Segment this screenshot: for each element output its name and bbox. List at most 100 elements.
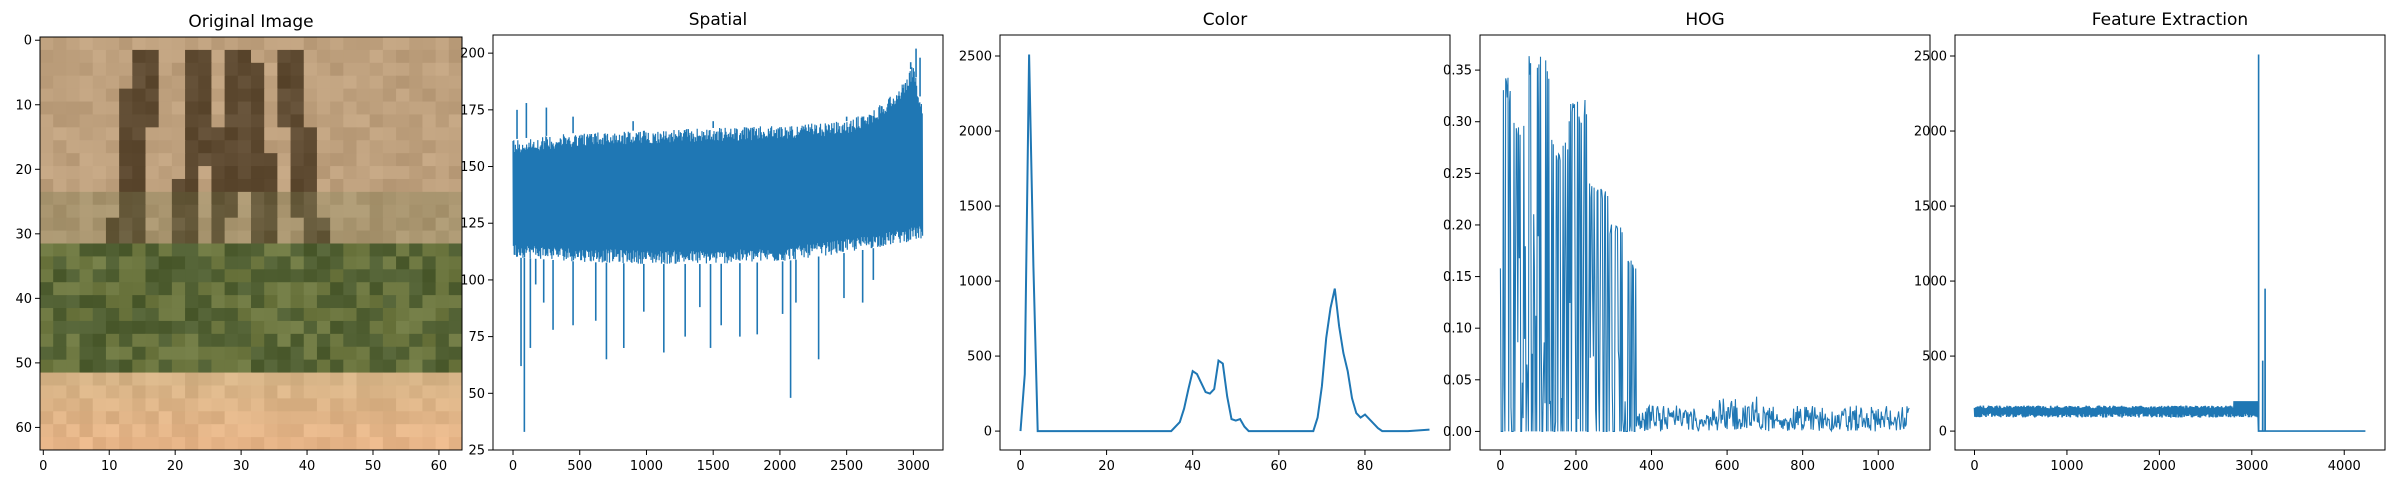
image-pixel <box>356 372 371 387</box>
image-pixel <box>66 178 81 193</box>
image-pixel <box>105 359 120 374</box>
image-pixel <box>435 308 450 322</box>
image-pixel <box>40 140 54 154</box>
image-pixel <box>251 269 265 283</box>
image-pixel <box>409 282 424 296</box>
image-pixel <box>409 140 424 154</box>
image-pixel <box>105 424 120 438</box>
image-pixel <box>53 308 67 322</box>
image-pixel <box>198 178 213 193</box>
image-pixel <box>53 256 67 270</box>
image-pixel <box>211 385 226 399</box>
image-pixel <box>211 411 226 425</box>
image-pixel <box>171 437 186 450</box>
image-pixel <box>158 114 173 128</box>
image-pixel <box>251 308 265 322</box>
image-pixel <box>92 140 107 154</box>
image-pixel <box>303 333 318 348</box>
y-tick-label: 1500 <box>1914 200 1947 215</box>
image-pixel <box>290 75 305 90</box>
image-pixel <box>290 217 305 232</box>
image-pixel <box>211 127 226 141</box>
x-tick-label: 0 <box>509 459 517 474</box>
image-pixel <box>224 359 239 374</box>
image-pixel <box>132 191 147 206</box>
image-pixel <box>409 437 424 450</box>
subplot-1: Spatial 0 500 1000 1500 2000 2500 3000 25 50 75 100… <box>460 10 944 474</box>
image-pixel <box>92 372 107 387</box>
image-pixel <box>132 114 147 128</box>
image-pixel <box>277 49 292 64</box>
image-pixel <box>224 398 239 412</box>
image-pixel <box>303 178 318 193</box>
image-pixel <box>330 359 344 374</box>
image-pixel <box>198 127 213 141</box>
image-pixel <box>435 437 450 450</box>
image-pixel <box>171 282 186 296</box>
image-pixel <box>185 204 199 219</box>
image-pixel <box>211 166 226 180</box>
image-pixel <box>105 204 120 219</box>
image-pixel <box>158 243 173 258</box>
image-pixel <box>422 346 437 361</box>
image-pixel <box>105 127 120 141</box>
image-pixel <box>382 101 397 116</box>
image-pixel <box>435 62 450 77</box>
image-pixel <box>171 101 186 116</box>
y-tick-label: 0.30 <box>1443 115 1472 130</box>
subplot-title: HOG <box>1685 10 1724 30</box>
image-pixel <box>330 191 344 206</box>
image-pixel <box>171 398 186 412</box>
image-pixel <box>396 166 410 180</box>
image-pixel <box>435 178 450 193</box>
image-pixel <box>343 204 358 219</box>
image-pixel <box>448 437 462 450</box>
image-pixel <box>435 333 450 348</box>
image-pixel <box>198 140 213 154</box>
image-pixel <box>171 269 186 283</box>
image-pixel <box>40 75 54 90</box>
image-pixel <box>369 127 384 141</box>
image-pixel <box>277 75 292 90</box>
image-pixel <box>145 282 160 296</box>
x-tick-label: 30 <box>233 459 250 474</box>
image-pixel <box>79 166 94 180</box>
image-pixel <box>224 114 239 128</box>
image-pixel <box>409 101 424 116</box>
image-pixel <box>171 346 186 361</box>
image-pixel <box>422 178 437 193</box>
image-pixel <box>409 308 424 322</box>
y-tick-label: 500 <box>1922 350 1947 365</box>
image-pixel <box>185 308 199 322</box>
image-pixel <box>251 424 265 438</box>
image-pixel <box>198 320 213 335</box>
image-pixel <box>237 101 252 116</box>
image-pixel <box>435 269 450 283</box>
image-pixel <box>251 346 265 361</box>
y-tick-label: 50 <box>15 356 32 371</box>
image-pixel <box>119 359 133 374</box>
image-pixel <box>316 424 331 438</box>
image-pixel <box>277 411 292 425</box>
image-pixel <box>330 243 344 258</box>
axes-frame <box>1479 34 1931 451</box>
x-tick-label: 4000 <box>2328 459 2361 474</box>
image-pixel <box>382 178 397 193</box>
image-pixel <box>171 359 186 374</box>
image-pixel <box>369 191 384 206</box>
image-pixel <box>396 191 410 206</box>
image-pixel <box>158 75 173 90</box>
image-pixel <box>356 308 371 322</box>
image-pixel <box>303 62 318 77</box>
image-pixel <box>40 295 54 309</box>
image-pixel <box>66 204 81 219</box>
image-pixel <box>158 140 173 154</box>
image-pixel <box>132 333 147 348</box>
image-pixel <box>290 140 305 154</box>
image-pixel <box>211 101 226 116</box>
image-pixel <box>66 256 81 270</box>
image-pixel <box>224 295 239 309</box>
image-pixel <box>422 372 437 387</box>
image-pixel <box>224 372 239 387</box>
image-pixel <box>251 114 265 128</box>
